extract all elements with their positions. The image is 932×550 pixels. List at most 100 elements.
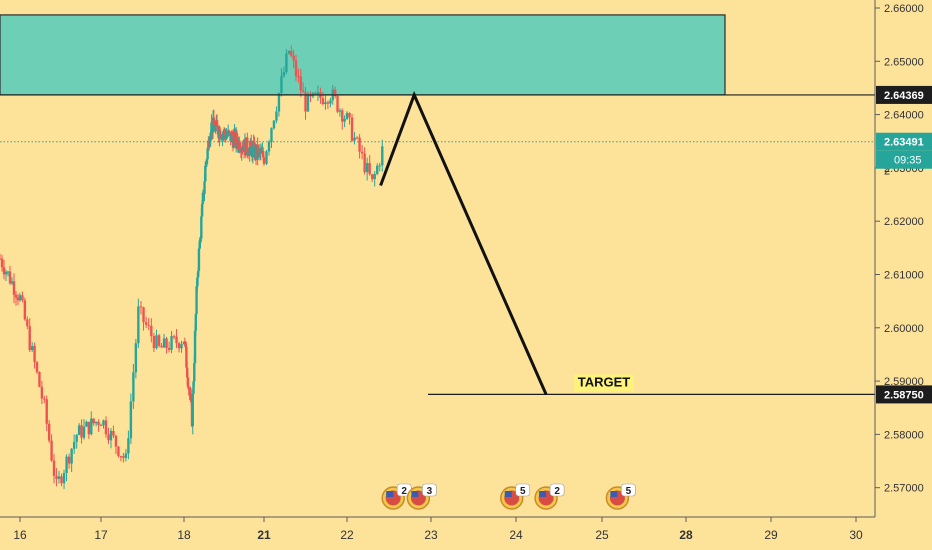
candle [262, 154, 266, 166]
price-tick-label: 2.64000 [884, 110, 924, 122]
candle [142, 306, 145, 331]
candle [157, 333, 161, 348]
candle [55, 468, 58, 487]
candle [304, 87, 307, 120]
candle [246, 150, 250, 159]
price-tick-label: 2.61000 [884, 269, 924, 281]
candle [219, 126, 222, 140]
candle [201, 189, 205, 206]
price-tick-label: 2.66000 [884, 3, 924, 15]
candle [299, 68, 302, 97]
candle [267, 139, 271, 156]
candle [33, 342, 36, 369]
candle [162, 334, 166, 348]
candle [60, 473, 63, 487]
candle [343, 115, 346, 128]
time-tick-label: 17 [94, 528, 108, 542]
candles-group [0, 45, 384, 490]
time-axis[interactable]: 16 17 18 21 22 23 24 25 28 29 30 [0, 516, 932, 550]
candle [368, 155, 371, 176]
candle [188, 387, 191, 400]
event-marker[interactable]: 5 [500, 483, 531, 510]
candle [341, 108, 344, 130]
candle [40, 381, 44, 404]
candle [316, 85, 320, 101]
candle [65, 454, 68, 482]
candle [114, 435, 118, 455]
candle [353, 132, 356, 145]
projection-path[interactable] [379, 90, 548, 396]
svg-text:2.58750: 2.58750 [884, 389, 924, 401]
candle [16, 293, 20, 305]
candle [180, 340, 183, 353]
candle [43, 395, 46, 403]
candle [26, 316, 29, 330]
candle [75, 433, 78, 449]
event-marker[interactable]: 3 [406, 483, 437, 510]
event-marker[interactable]: 5 [605, 483, 636, 510]
price-axis[interactable]: 2.660002.650002.640002.630002.620002.610… [874, 0, 932, 550]
candle [270, 127, 273, 148]
event-marker[interactable]: 2 [534, 483, 565, 510]
time-tick-label: 22 [340, 528, 354, 542]
candle [30, 341, 34, 353]
time-tick-label: 18 [177, 528, 191, 542]
candle [70, 448, 73, 473]
candle [206, 146, 209, 165]
candle [360, 144, 364, 160]
time-tick-label: 23 [424, 528, 438, 542]
candle [132, 364, 135, 409]
candle [280, 68, 283, 97]
event-count-label: 3 [427, 486, 433, 497]
resistance-price-badge: 2.64369 [876, 85, 932, 104]
candle [195, 281, 198, 317]
candle [285, 49, 288, 75]
candle [275, 106, 278, 124]
target-label-text: TARGET [578, 374, 631, 389]
event-marker[interactable]: 2 [381, 483, 412, 510]
candle [152, 333, 156, 353]
candle [18, 292, 22, 302]
candle [21, 291, 24, 303]
price-tick-label: 2.60000 [884, 323, 924, 335]
candle [150, 318, 153, 343]
candle [50, 434, 53, 462]
candle [12, 273, 16, 304]
candle [10, 277, 14, 285]
candle [112, 425, 115, 438]
candle [77, 423, 81, 436]
candle [6, 270, 10, 277]
resistance-zone[interactable] [0, 14, 726, 96]
candle [170, 331, 173, 354]
candle [350, 113, 354, 142]
candle [14, 291, 18, 306]
candle [338, 108, 342, 117]
candle [0, 254, 4, 272]
current-price-badge: 2.63491 09:35 [876, 132, 932, 169]
time-tick-label: 16 [13, 528, 27, 542]
candle [212, 109, 216, 127]
candle [122, 452, 125, 463]
candle [144, 316, 148, 329]
candle [287, 50, 291, 55]
price-tick-label: 2.62000 [884, 216, 924, 228]
candle [119, 455, 123, 462]
candle [272, 120, 276, 130]
candle [97, 419, 100, 432]
candle [329, 97, 332, 108]
candle [194, 312, 198, 337]
event-count-label: 5 [520, 486, 526, 497]
candle [204, 161, 208, 170]
event-count-label: 2 [401, 486, 407, 497]
candle [345, 111, 349, 121]
candle [72, 434, 76, 454]
candle [129, 393, 133, 445]
candle [336, 94, 339, 114]
candle [82, 419, 86, 440]
candle [85, 420, 88, 427]
candle [45, 395, 48, 431]
candle [250, 134, 253, 147]
candle [265, 149, 268, 166]
candle [167, 341, 171, 353]
